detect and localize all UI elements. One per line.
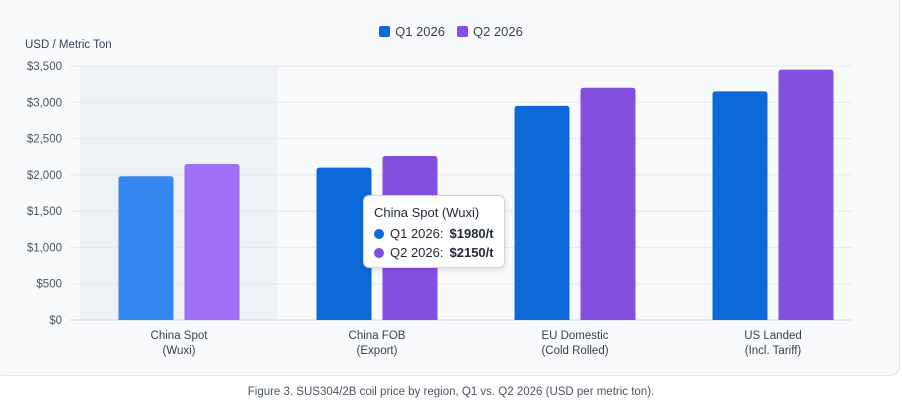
y-axis-label: USD / Metric Ton [25,39,112,51]
legend-label-q1: Q1 2026 [395,24,445,39]
y-tick-label: $1,000 [27,242,62,254]
figure-caption: Figure 3. SUS304/2B coil price by region… [247,386,655,398]
tooltip-row-q1: Q1 2026: $1980/t [374,224,494,243]
tooltip-row-q2: Q2 2026: $2150/t [374,243,494,262]
legend-item-q2[interactable]: Q2 2026 [457,24,523,39]
bar-q2 [778,69,834,320]
x-tick-label: (Export) [357,345,398,357]
y-tick-label: $2,500 [27,134,62,146]
x-tick-label: China Spot [151,330,209,342]
tooltip-title: China Spot (Wuxi) [374,205,480,220]
tooltip-label-q2: Q2 2026: [390,245,444,260]
tooltip-label-q1: Q1 2026: [390,226,444,241]
tooltip-dot-q2 [374,247,384,258]
tooltip: China Spot (Wuxi) Q1 2026: $1980/t Q2 20… [363,195,505,268]
legend-item-q1[interactable]: Q1 2026 [379,24,445,39]
tooltip-value-q1: $1980/t [449,226,494,241]
bar-q1 [118,176,174,320]
y-tick-label: $3,000 [27,97,62,109]
bar-q1 [514,105,570,321]
x-tick-label: EU Domestic [541,330,608,342]
y-tick-label: $1,500 [27,206,62,218]
bar-q1 [712,91,768,321]
y-tick-label: $3,500 [27,61,62,73]
x-tick-label: (Cold Rolled) [541,345,608,357]
bar-q2 [580,87,636,321]
y-tick-label: $0 [49,315,62,327]
x-tick-label: (Wuxi) [162,345,195,357]
y-tick-label: $500 [36,279,62,291]
y-tick-label: $2,000 [27,170,62,182]
hover-highlight-band [80,66,278,320]
legend: Q1 2026 Q2 2026 [0,24,902,39]
legend-label-q2: Q2 2026 [473,24,523,39]
bar-q1 [316,167,372,320]
bar-q2 [184,163,240,320]
x-tick-label: US Landed [744,330,802,342]
legend-swatch-q2 [457,26,468,37]
tooltip-value-q2: $2150/t [449,245,494,260]
x-tick-label: (Incl. Tariff) [745,345,802,357]
tooltip-dot-q1 [374,228,384,239]
x-tick-label: China FOB [349,330,406,342]
legend-swatch-q1 [379,26,391,37]
